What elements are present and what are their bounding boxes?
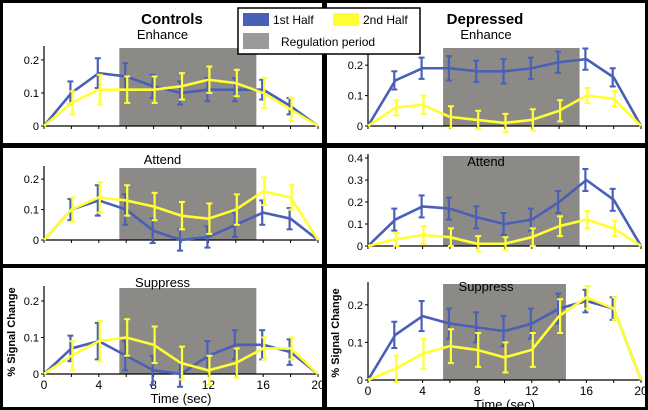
y-tick-label: 0.2 (348, 300, 363, 312)
x-tick-label: 20 (311, 378, 325, 392)
regulation-period (119, 48, 257, 126)
series-second-half (367, 285, 643, 383)
legend: 1st Half 2nd Half Regulation period (237, 7, 421, 55)
y-axis-label: % Signal Change (330, 288, 342, 377)
x-tick-label: 8 (474, 384, 481, 398)
panel-title: Suppress (459, 279, 514, 294)
y-tick-label: 0.1 (348, 219, 363, 231)
panel-title: Suppress (135, 275, 190, 290)
panel-title: Enhance (460, 27, 511, 42)
y-tick-label: 0.2 (24, 55, 39, 67)
column-title-depressed: Depressed (447, 11, 524, 28)
regulation-period (443, 48, 580, 126)
legend-label-second-half: 2nd Half (363, 13, 408, 27)
y-tick-label: 0 (357, 121, 363, 133)
panel-title: Attend (144, 152, 182, 167)
series-first-half (367, 168, 643, 247)
x-tick-label: 0 (41, 378, 48, 392)
x-tick-label: 16 (580, 384, 594, 398)
series-second-half (367, 87, 642, 134)
panel-controls-attend: Attend 0 0.1 0.2 (3, 148, 322, 264)
legend-swatch-first-half (243, 13, 269, 26)
legend-swatch-second-half (333, 13, 359, 26)
panel-depressed-enhance: Enhance 0 0.1 0.2 (327, 3, 645, 143)
y-tick-label: 0.1 (348, 91, 363, 103)
panel-depressed-suppress: Suppress 0 0.1 0.2 0 4 8 12 16 20 Time (sec) % Sign… (327, 268, 648, 410)
legend-swatch-regulation (243, 33, 269, 49)
y-tick-label: 0.2 (24, 174, 39, 186)
y-tick-label: 0 (33, 121, 39, 133)
panel-title: Enhance (137, 27, 188, 42)
y-tick-label: 0.4 (348, 153, 363, 165)
x-axis-label: Time (sec) (474, 397, 535, 410)
y-tick-label: 0.1 (24, 332, 39, 344)
legend-label-regulation: Regulation period (281, 35, 375, 49)
y-tick-label: 0.2 (348, 60, 363, 72)
y-axis-label: % Signal Change (6, 287, 18, 376)
y-tick-label: 0 (33, 369, 39, 381)
series-second-half (43, 318, 319, 386)
x-tick-label: 4 (95, 378, 102, 392)
legend-label-first-half: 1st Half (273, 13, 314, 27)
x-tick-label: 4 (419, 384, 426, 398)
y-tick-label: 0.1 (24, 205, 39, 217)
regulation-period (443, 156, 580, 246)
y-tick-label: 0.2 (24, 296, 39, 308)
series-second-half (43, 65, 319, 128)
series-first-half (366, 288, 643, 381)
column-title-controls: Controls (141, 11, 203, 28)
y-tick-label: 0 (33, 235, 39, 247)
y-tick-label: 0.3 (348, 175, 363, 187)
y-tick-label: 0 (357, 375, 363, 387)
x-tick-label: 20 (634, 384, 648, 398)
y-tick-label: 0.1 (24, 88, 39, 100)
series-second-half (367, 209, 642, 253)
y-tick-label: 0.1 (348, 337, 363, 349)
x-tick-label: 12 (525, 384, 539, 398)
series-first-half (366, 47, 643, 127)
panel-depressed-attend: Attend 0 0.1 0.2 0.3 0.4 (327, 148, 645, 264)
y-tick-label: 0.2 (348, 197, 363, 209)
x-tick-label: 16 (257, 378, 271, 392)
x-axis-label: Time (sec) (151, 391, 212, 406)
panel-title: Attend (467, 154, 505, 169)
series-second-half (43, 176, 320, 241)
y-tick-label: 0 (357, 241, 363, 253)
x-tick-label: 0 (365, 384, 372, 398)
